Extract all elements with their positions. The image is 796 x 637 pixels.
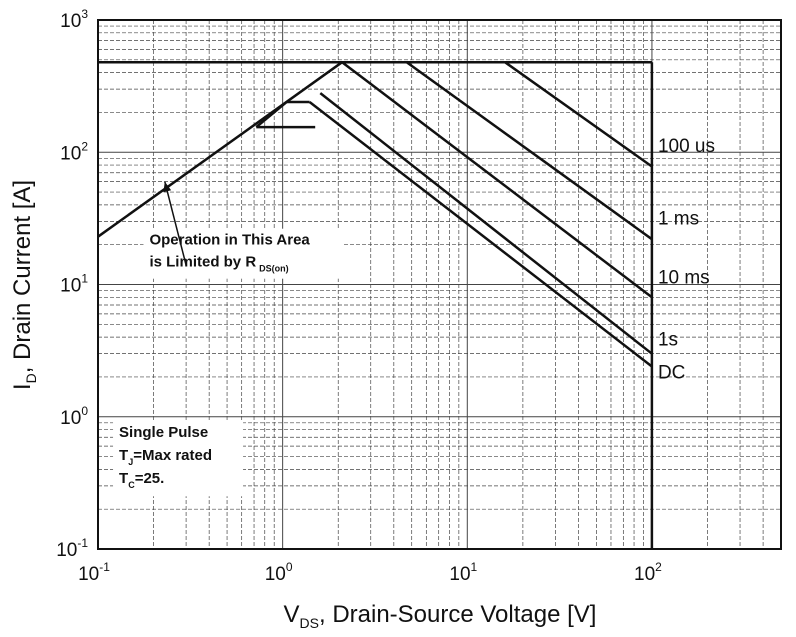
x-tick-exp: 2 — [655, 560, 662, 574]
y-tick-base: 10 — [60, 408, 81, 429]
x-tick-label: 10-1 — [78, 560, 110, 585]
series-label-1s: 1s — [658, 330, 678, 351]
annotation-line: Single Pulse — [119, 424, 208, 441]
x-tick-base: 10 — [449, 564, 470, 585]
series-line-1s — [319, 92, 653, 355]
y-axis-title-rest: , Drain Current [A] — [9, 180, 36, 373]
x-tick-base: 10 — [634, 564, 655, 585]
x-tick-label: 102 — [634, 560, 662, 585]
y-tick-label: 103 — [60, 7, 88, 32]
x-tick-label: 100 — [265, 560, 293, 585]
y-tick-exp: 0 — [81, 404, 88, 418]
y-tick-base: 10 — [60, 143, 81, 164]
y-tick-base: 10 — [60, 276, 81, 297]
x-tick-exp: -1 — [99, 560, 110, 574]
series-label-10-ms: 10 ms — [658, 267, 710, 288]
annotation-line: TJ=Max rated — [119, 447, 212, 467]
x-axis-title: VDS, Drain-Source Voltage [V] — [284, 601, 597, 631]
limit-line — [255, 101, 288, 129]
series-label-1-ms: 1 ms — [658, 209, 699, 230]
x-tick-exp: 1 — [471, 560, 478, 574]
y-axis-title-sub: D — [23, 373, 39, 383]
x-tick-base: 10 — [78, 564, 99, 585]
annotation-subscript: J — [128, 457, 133, 467]
annotation-text: T — [119, 470, 128, 487]
x-tick-exp: 0 — [286, 560, 293, 574]
y-tick-base: 10 — [56, 540, 77, 561]
series-line-1-ms — [342, 60, 653, 241]
annotation-line: TC=25. — [119, 470, 164, 490]
annotation-arrowhead — [163, 181, 172, 193]
annotation-text: =25. — [135, 470, 165, 487]
y-tick-base: 10 — [60, 11, 81, 32]
series-line-10-ms — [341, 61, 653, 299]
annotation-subscript: C — [128, 480, 135, 490]
curve-labels: 100 us 1 ms 10 ms 1s DC — [658, 136, 715, 383]
annotations: Operation in This Area is Limited by R DS(… — [113, 181, 344, 497]
grid — [98, 20, 781, 549]
y-tick-exp: 1 — [81, 272, 88, 286]
y-axis-title-main: I — [9, 383, 36, 390]
y-tick-exp: 3 — [81, 7, 88, 21]
x-axis-title-rest: , Drain-Source Voltage [V] — [319, 601, 596, 628]
series-line-100-us — [342, 60, 653, 168]
x-tick-label: 101 — [449, 560, 477, 585]
series-line-dc — [308, 101, 653, 368]
series-lines — [308, 60, 653, 368]
y-tick-label: 101 — [60, 272, 88, 297]
annotation-subscript: DS(on) — [259, 264, 289, 274]
annotation-text: Single Pulse — [119, 424, 208, 441]
x-tick-labels: 10-1 100 101 102 — [78, 560, 662, 585]
annotation-text: is Limited by R — [149, 254, 256, 271]
y-tick-label: 100 — [60, 404, 88, 429]
series-label-dc: DC — [658, 362, 685, 383]
y-axis-title: ID, Drain Current [A] — [9, 180, 39, 390]
annotation-text: T — [119, 447, 128, 464]
x-axis-title-sub: DS — [300, 615, 319, 631]
annotation-text: =Max rated — [133, 447, 212, 464]
annotation-line: Operation in This Area — [149, 232, 310, 249]
annotation-text: Operation in This Area — [149, 232, 310, 249]
x-axis-title-main: V — [284, 601, 300, 628]
annotation-line: is Limited by R DS(on) — [149, 254, 288, 274]
limit-line — [97, 61, 343, 238]
y-tick-label: 10-1 — [56, 536, 88, 561]
y-tick-exp: -1 — [77, 536, 88, 550]
annotation-backdrop — [143, 228, 344, 279]
plot-frame — [97, 19, 782, 550]
y-tick-exp: 2 — [81, 139, 88, 153]
annotation-arrow — [164, 181, 187, 266]
y-tick-label: 102 — [60, 139, 88, 164]
series-label-100-us: 100 us — [658, 136, 715, 157]
x-tick-base: 10 — [265, 564, 286, 585]
annotation-backdrop — [113, 421, 244, 497]
